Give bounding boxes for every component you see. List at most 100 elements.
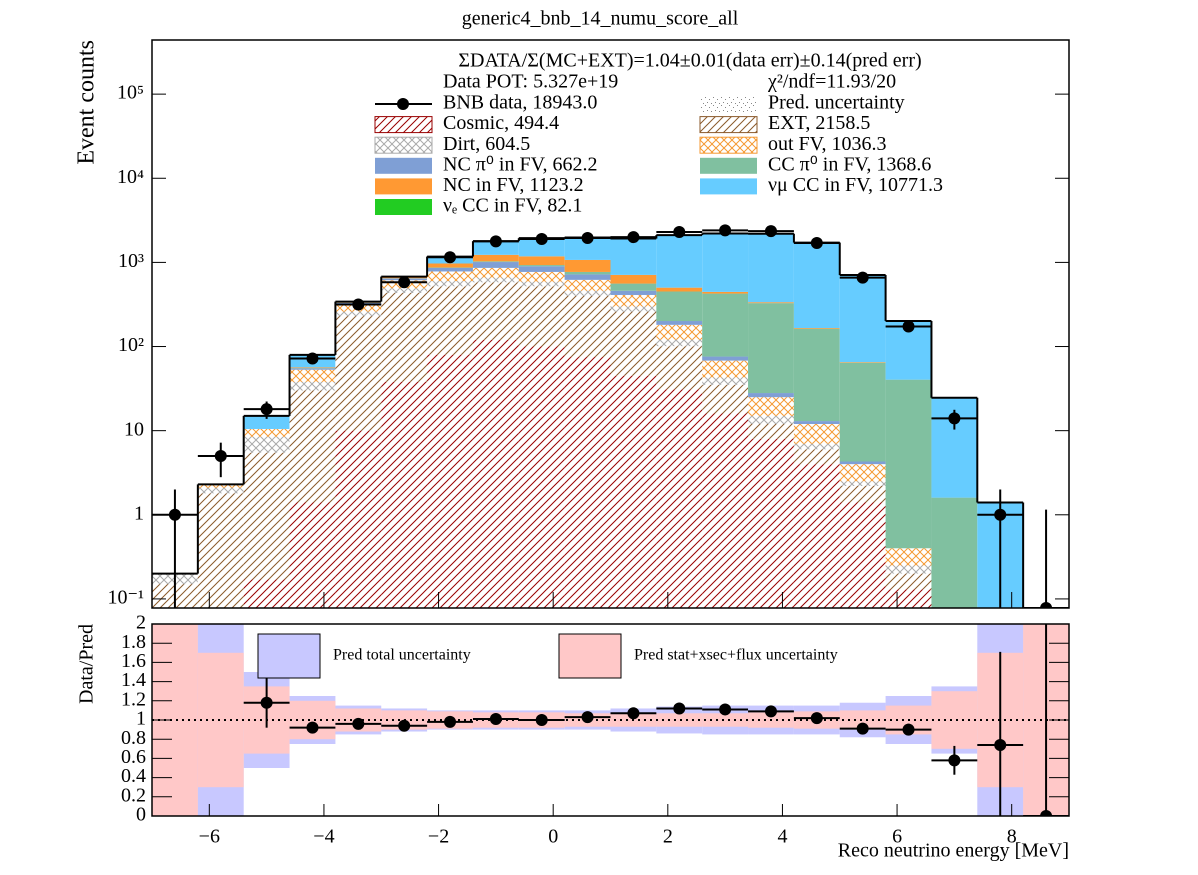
stack-segment [656, 287, 703, 292]
ratio-point [260, 696, 273, 709]
data-point [856, 271, 869, 284]
ratio-point [673, 702, 686, 715]
chart-title: generic4_bnb_14_numu_score_all [462, 8, 739, 30]
stack-segment [793, 242, 840, 329]
y-tick-label: 1.4 [121, 669, 146, 691]
stack-segment [610, 375, 657, 608]
data-point [994, 508, 1007, 521]
stack-segment [839, 461, 886, 465]
legend-label: Pred. uncertainty [768, 92, 905, 114]
y-tick-label: 10² [118, 334, 144, 356]
stack-segment [197, 484, 244, 488]
stack-segment [748, 233, 794, 303]
stack-segment [793, 449, 840, 465]
data-point [444, 251, 457, 264]
stack-segment [564, 237, 611, 260]
data-point [810, 237, 823, 250]
stack-segment [702, 356, 749, 361]
data-point [719, 224, 732, 237]
stack-segment [748, 397, 794, 416]
data-point [627, 231, 640, 244]
stack-segment [793, 421, 840, 424]
ratio-point [719, 703, 732, 716]
annotation: Data POT: 5.327e+19 [443, 71, 618, 93]
legend-swatch [374, 136, 433, 154]
legend-label: Dirt, 604.5 [443, 133, 530, 155]
stack-segment [793, 328, 840, 329]
y-tick-label: 0.6 [121, 746, 146, 768]
stack-segment [610, 290, 657, 295]
ratio-point [306, 721, 319, 734]
stack-segment [427, 354, 473, 608]
stack-segment [748, 302, 794, 304]
plot-area [152, 224, 1069, 608]
stack-segment [564, 357, 611, 608]
stack-segment [335, 430, 382, 608]
stack-segment [518, 346, 565, 608]
stack-segment [656, 235, 703, 288]
stack-segment [839, 485, 886, 503]
stack-segment [839, 464, 886, 482]
ratio-y-axis-title: Data/Pred [76, 624, 98, 704]
stack-segment [472, 282, 519, 340]
stack-segment [656, 389, 703, 608]
x-tick-label: −6 [199, 826, 220, 848]
stack-segment [243, 436, 290, 453]
data-point [948, 412, 961, 425]
stack-segment [656, 324, 703, 340]
legend-swatch [257, 633, 321, 679]
data-point [168, 508, 181, 521]
stack-segment [381, 288, 428, 293]
stack-segment [289, 390, 336, 503]
y-tick-label: 0.2 [121, 784, 146, 806]
annotation: ΣDATA/Σ(MC+EXT)=1.04±0.01(data err)±0.14… [458, 50, 921, 72]
stack-segment [702, 360, 749, 378]
x-tick-label: 8 [1007, 826, 1017, 848]
stack-segment [702, 377, 749, 385]
legend-label: νμ CC in FV, 10771.3 [768, 174, 943, 196]
stack-segment [656, 291, 703, 322]
y-tick-label: 2 [136, 612, 146, 634]
stack-segment [518, 256, 565, 266]
x-tick-label: 6 [892, 826, 902, 848]
uncertainty-band [702, 713, 749, 727]
stack-segment [381, 292, 428, 382]
stack-segment [564, 274, 611, 280]
y-tick-label: 1.6 [121, 650, 146, 672]
legend-label: Cosmic, 494.4 [443, 112, 559, 134]
x-tick-label: 4 [777, 826, 787, 848]
stack-segment [472, 241, 519, 255]
ratio-point [352, 717, 365, 730]
stack-segment [702, 291, 749, 294]
stack-segment [472, 339, 519, 608]
legend-swatch [375, 157, 432, 174]
stack-segment [518, 281, 565, 287]
stack-segment [610, 283, 657, 291]
stack-segment [243, 428, 290, 437]
stack-segment [243, 415, 290, 429]
stack-segment [518, 286, 565, 347]
legend-label: NC π⁰ in FV, 662.2 [443, 153, 597, 175]
data-point [581, 231, 594, 244]
x-tick-label: −4 [313, 826, 334, 848]
ratio-point [994, 738, 1007, 751]
stack-segment [427, 271, 473, 282]
stack-segment [564, 295, 611, 358]
legend-label: BNB data, 18943.0 [443, 92, 597, 114]
stack-segment [839, 481, 886, 486]
legend-swatch [374, 116, 433, 134]
data-point [1040, 602, 1053, 608]
legend-swatch [558, 633, 622, 679]
stack-segment [289, 381, 336, 391]
stack-segment [472, 277, 519, 283]
stack-segment [197, 493, 244, 608]
legend-label: NC in FV, 1123.2 [443, 174, 584, 196]
stack-segment [839, 502, 886, 608]
legend-label: Pred total uncertainty [333, 647, 471, 664]
stack-segment [656, 339, 703, 347]
legend-swatch [700, 178, 757, 195]
stack-segment [610, 238, 657, 275]
y-tick-label: 1 [136, 708, 146, 730]
y-tick-label: 0.4 [121, 765, 146, 787]
